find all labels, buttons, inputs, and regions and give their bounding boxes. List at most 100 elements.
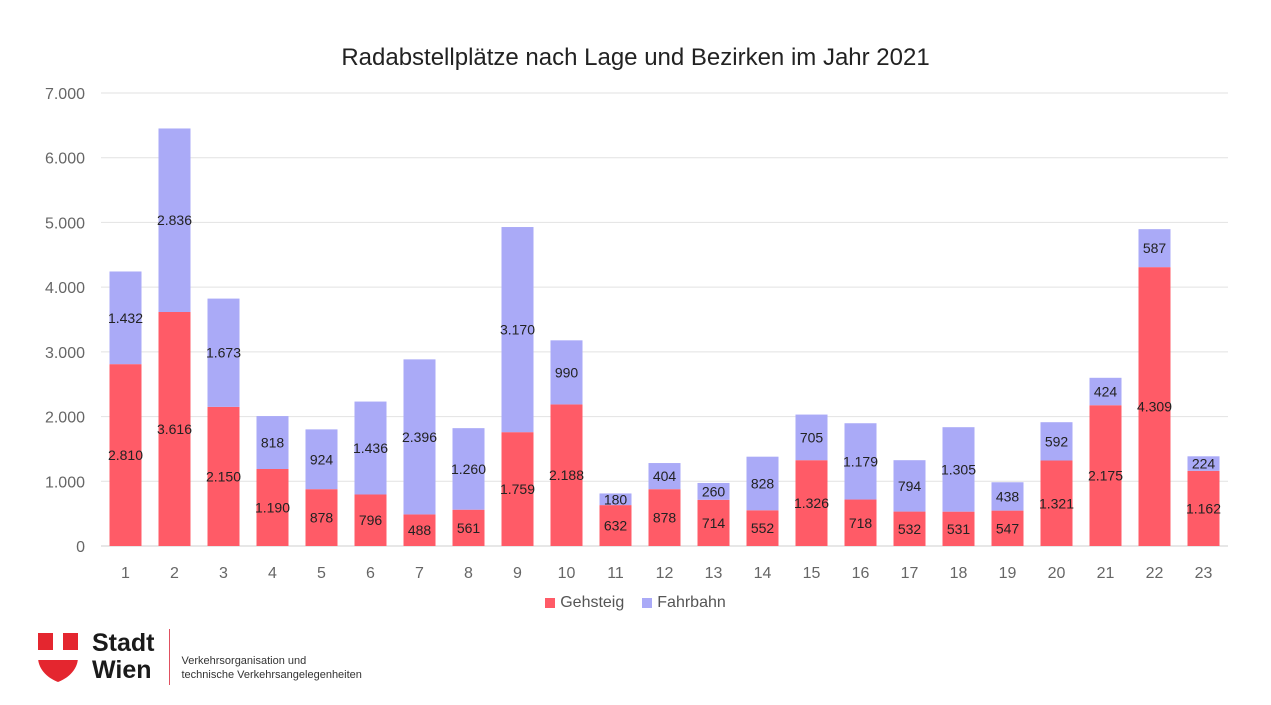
data-label-gehsteig-2: 3.616 xyxy=(157,421,192,437)
bar-fahrbahn-21 xyxy=(1089,377,1122,406)
y-tick-label: 0 xyxy=(76,539,85,556)
bar-fahrbahn-11 xyxy=(599,493,632,506)
data-label-gehsteig-7: 488 xyxy=(408,522,432,538)
legend-swatch-fahrbahn xyxy=(642,598,653,608)
bars xyxy=(109,128,1220,546)
bar-gehsteig-20 xyxy=(1040,460,1073,546)
bar-fahrbahn-4 xyxy=(256,416,289,469)
x-tick-label: 20 xyxy=(1048,565,1066,582)
bar-gehsteig-12 xyxy=(648,489,681,546)
data-label-gehsteig-5: 878 xyxy=(310,510,334,526)
x-tick-label: 2 xyxy=(170,565,179,582)
bar-gehsteig-7 xyxy=(403,514,436,546)
data-label-fahrbahn-19: 438 xyxy=(996,488,1020,504)
bar-fahrbahn-7 xyxy=(403,359,436,515)
data-label-fahrbahn-9: 3.170 xyxy=(500,322,535,338)
bar-gehsteig-1 xyxy=(109,364,142,546)
x-tick-label: 22 xyxy=(1146,565,1164,582)
data-label-gehsteig-10: 2.188 xyxy=(549,467,584,483)
logo-line-2: Wien xyxy=(92,656,152,684)
data-label-gehsteig-21: 2.175 xyxy=(1088,468,1123,484)
x-tick-label: 9 xyxy=(513,565,522,582)
data-label-fahrbahn-17: 794 xyxy=(898,478,922,494)
bar-gehsteig-2 xyxy=(158,311,191,546)
x-tick-label: 23 xyxy=(1195,565,1213,582)
y-tick-label: 5.000 xyxy=(45,215,85,232)
bar-gehsteig-15 xyxy=(795,460,828,546)
data-label-fahrbahn-2: 2.836 xyxy=(157,212,192,228)
footer-divider xyxy=(168,629,170,685)
x-tick-label: 10 xyxy=(558,565,576,582)
data-label-gehsteig-20: 1.321 xyxy=(1039,495,1074,511)
bar-fahrbahn-1 xyxy=(109,271,142,365)
bar-gehsteig-21 xyxy=(1089,405,1122,546)
data-label-fahrbahn-22: 587 xyxy=(1143,240,1167,256)
x-tick-label: 8 xyxy=(464,565,473,582)
bar-fahrbahn-13 xyxy=(697,482,730,500)
y-tick-label: 2.000 xyxy=(45,410,85,427)
bar-fahrbahn-20 xyxy=(1040,422,1073,461)
bar-gehsteig-3 xyxy=(207,406,240,546)
bar-gehsteig-17 xyxy=(893,511,926,546)
bar-gehsteig-18 xyxy=(942,511,975,546)
bar-fahrbahn-22 xyxy=(1138,229,1171,268)
data-label-gehsteig-6: 796 xyxy=(359,512,383,528)
bar-gehsteig-14 xyxy=(746,510,779,546)
x-tick-label: 13 xyxy=(705,565,723,582)
bar-fahrbahn-8 xyxy=(452,428,485,510)
x-tick-label: 3 xyxy=(219,565,228,582)
data-label-fahrbahn-5: 924 xyxy=(310,451,334,467)
data-label-gehsteig-23: 1.162 xyxy=(1186,500,1221,516)
bar-fahrbahn-3 xyxy=(207,298,240,407)
data-label-gehsteig-4: 1.190 xyxy=(255,499,290,515)
data-label-fahrbahn-1: 1.432 xyxy=(108,310,143,326)
bar-gehsteig-19 xyxy=(991,510,1024,546)
data-label-fahrbahn-16: 1.179 xyxy=(843,453,878,469)
x-tick-label: 4 xyxy=(268,565,277,582)
bar-fahrbahn-18 xyxy=(942,427,975,512)
data-label-gehsteig-3: 2.150 xyxy=(206,468,241,484)
x-tick-label: 7 xyxy=(415,565,424,582)
bar-fahrbahn-10 xyxy=(550,340,583,405)
data-label-gehsteig-1: 2.810 xyxy=(108,447,143,463)
data-label-gehsteig-9: 1.759 xyxy=(500,481,535,497)
x-tick-label: 12 xyxy=(656,565,674,582)
x-tick-label: 15 xyxy=(803,565,821,582)
data-label-gehsteig-15: 1.326 xyxy=(794,495,829,511)
bar-fahrbahn-12 xyxy=(648,463,681,490)
x-tick-label: 16 xyxy=(852,565,870,582)
vienna-coat-of-arms-icon xyxy=(38,633,78,682)
data-label-gehsteig-22: 4.309 xyxy=(1137,399,1172,415)
x-tick-label: 18 xyxy=(950,565,968,582)
bar-gehsteig-4 xyxy=(256,468,289,546)
data-label-fahrbahn-4: 818 xyxy=(261,435,285,451)
x-tick-label: 11 xyxy=(607,565,624,582)
data-label-fahrbahn-10: 990 xyxy=(555,364,579,380)
data-label-fahrbahn-18: 1.305 xyxy=(941,461,976,477)
y-axis: 0 1.000 2.000 3.000 4.000 5.000 6.000 7.000 xyxy=(45,86,85,556)
bar-gehsteig-6 xyxy=(354,494,387,546)
data-label-fahrbahn-15: 705 xyxy=(800,429,824,445)
department-line-1: Verkehrsorganisation und xyxy=(181,655,307,667)
bar-gehsteig-23 xyxy=(1187,470,1220,546)
data-label-gehsteig-12: 878 xyxy=(653,510,677,526)
data-label-fahrbahn-21: 424 xyxy=(1094,384,1118,400)
legend-label-gehsteig: Gehsteig xyxy=(560,594,625,611)
x-tick-label: 1 xyxy=(121,565,130,582)
x-tick-label: 14 xyxy=(754,565,772,582)
x-tick-label: 21 xyxy=(1097,565,1115,582)
x-tick-label: 6 xyxy=(366,565,375,582)
bar-fahrbahn-5 xyxy=(305,429,338,490)
bar-fahrbahn-6 xyxy=(354,401,387,495)
data-labels: 2.810 1.432 3.616 2.836 2.150 1.673 1.190 818 87… xyxy=(108,212,1221,538)
data-label-fahrbahn-20: 592 xyxy=(1045,433,1069,449)
logo-line-1: Stadt xyxy=(92,629,155,657)
bar-fahrbahn-23 xyxy=(1187,456,1220,471)
data-label-gehsteig-17: 532 xyxy=(898,521,922,537)
data-label-gehsteig-8: 561 xyxy=(457,520,481,536)
bar-gehsteig-13 xyxy=(697,499,730,546)
data-label-gehsteig-14: 552 xyxy=(751,520,775,536)
bar-gehsteig-10 xyxy=(550,404,583,546)
bar-fahrbahn-16 xyxy=(844,423,877,500)
y-tick-label: 1.000 xyxy=(45,474,85,491)
